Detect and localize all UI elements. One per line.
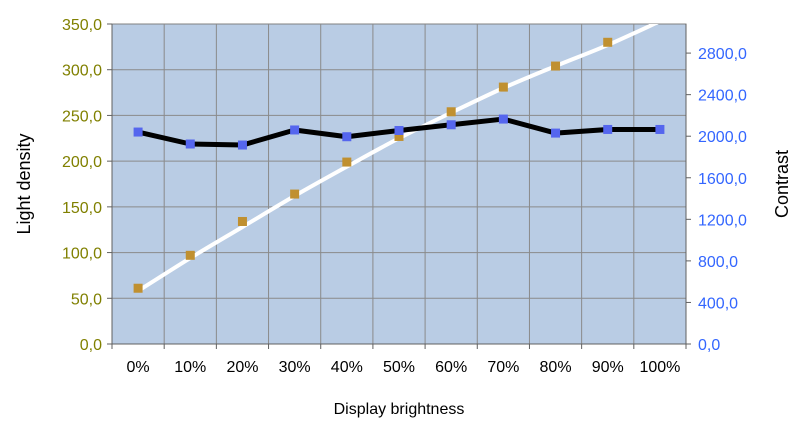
series-marker-point <box>133 283 143 293</box>
y-right-tick-label: 2000,0 <box>698 129 747 146</box>
x-tick-label: 50% <box>383 359 415 376</box>
series-contrast-marker <box>603 124 613 134</box>
plot-area <box>111 23 687 345</box>
y-left-axis-title: Light density <box>14 133 34 234</box>
x-tick-label: 30% <box>279 359 311 376</box>
y-right-tick-label: 2400,0 <box>698 88 747 105</box>
x-tick-label: 20% <box>226 359 258 376</box>
y-left-tick-label: 0,0 <box>80 337 102 354</box>
series-marker-point <box>446 107 456 117</box>
x-tick-label: 0% <box>127 359 150 376</box>
y-right-tick-label: 400,0 <box>698 295 738 312</box>
series-contrast-marker <box>446 120 456 130</box>
series-contrast-marker <box>394 125 404 135</box>
x-tick-label: 90% <box>592 359 624 376</box>
series-marker-point <box>498 82 508 92</box>
series-marker-point <box>342 157 352 167</box>
series-contrast-marker <box>290 125 300 135</box>
y-right-tick-label: 800,0 <box>698 254 738 271</box>
x-axis-title: Display brightness <box>334 401 465 418</box>
x-tick-label: 60% <box>435 359 467 376</box>
y-left-tick-label: 200,0 <box>62 154 102 171</box>
y-left-tick-label: 100,0 <box>62 246 102 263</box>
series-contrast-marker <box>237 140 247 150</box>
series-marker-point <box>394 131 404 141</box>
y-left-tick-label: 350,0 <box>62 17 102 34</box>
x-tick-label: 40% <box>331 359 363 376</box>
y-right-axis-title: Contrast <box>772 150 792 218</box>
y-left-tick-label: 150,0 <box>62 200 102 217</box>
y-right-tick-label: 1600,0 <box>698 171 747 188</box>
series-contrast-marker <box>342 132 352 142</box>
series-marker-point <box>237 216 247 226</box>
x-tick-label: 100% <box>639 359 680 376</box>
series-contrast-marker <box>498 114 508 124</box>
x-tick-label: 10% <box>174 359 206 376</box>
series-marker-point <box>551 61 561 71</box>
series-contrast-marker <box>133 127 143 137</box>
y-left-tick-label: 300,0 <box>62 63 102 80</box>
x-tick-label: 70% <box>487 359 519 376</box>
series-marker-point <box>603 37 613 47</box>
y-left-tick-label: 250,0 <box>62 108 102 125</box>
x-tick-label: 80% <box>540 359 572 376</box>
series-marker-point <box>185 250 195 260</box>
y-right-tick-label: 1200,0 <box>698 212 747 229</box>
y-right-tick-label: 0,0 <box>698 337 720 354</box>
series-contrast-marker <box>185 139 195 149</box>
series-contrast-marker <box>655 124 665 134</box>
y-left-tick-label: 50,0 <box>71 291 102 308</box>
series-marker-point <box>290 189 300 199</box>
series-contrast-marker <box>551 128 561 138</box>
y-right-tick-label: 2800,0 <box>698 46 747 63</box>
